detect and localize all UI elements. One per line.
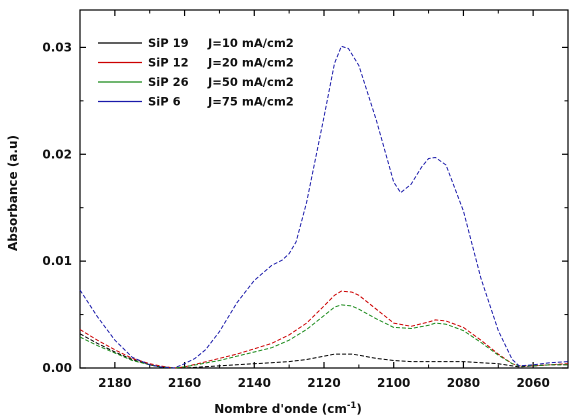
x-tick-label: 2180 [98,376,131,390]
x-tick-label: 2100 [377,376,410,390]
x-axis-title: Nombre d'onde (cm-1) [214,401,362,416]
y-tick-label: 0.01 [42,254,72,268]
axis-ticks [79,10,569,369]
series-line [79,304,568,369]
legend-series-name: SiP 26 [148,75,189,89]
legend: SiP 19 J=10 mA/cm2 SiP 12 J=20 mA/cm2 SiP 26… [98,36,294,109]
tick-labels: 2180 2160 2140 2120 2100 2080 2060 0.00 0.01 0.02… [42,40,549,390]
y-tick-label: 0.00 [42,361,72,375]
x-tick-label: 2060 [516,376,549,390]
y-tick-label: 0.02 [42,147,72,161]
x-tick-label: 2160 [168,376,201,390]
series-line [79,290,569,369]
x-tick-label: 2140 [238,376,271,390]
x-tick-label: 2080 [447,376,480,390]
legend-series-name: SiP 12 [148,56,189,70]
legend-series-label: J=75 mA/cm2 [207,95,294,109]
legend-series-label: J=20 mA/cm2 [207,56,294,70]
x-tick-label: 2120 [307,376,340,390]
series-lines [79,45,569,369]
legend-series-name: SiP 19 [148,36,189,50]
y-axis-title: Absorbance (a.u) [6,135,20,251]
series-line [79,45,569,369]
y-tick-label: 0.03 [42,40,72,54]
legend-series-label: J=10 mA/cm2 [207,36,294,50]
legend-series-name: SiP 6 [148,95,181,109]
legend-series-label: J=50 mA/cm2 [207,75,294,89]
